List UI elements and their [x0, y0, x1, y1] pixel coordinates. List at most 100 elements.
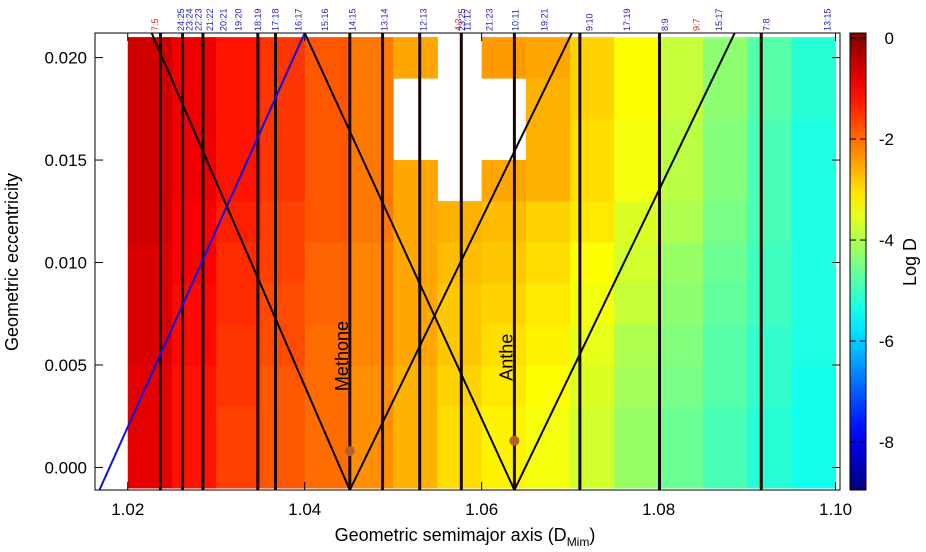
heat-cell: [702, 446, 748, 489]
heat-cell: [437, 405, 483, 448]
resonance-label: 20:21: [218, 8, 228, 31]
plot-area: [98, 33, 837, 490]
resonance-label: 11:12: [463, 9, 473, 31]
heat-cell: [570, 446, 615, 489]
heat-cell: [171, 119, 217, 161]
heat-cell: [702, 242, 748, 284]
heat-cell: [614, 242, 660, 284]
resonance-label: 17:18: [270, 8, 280, 31]
heat-cell: [747, 405, 792, 448]
heat-cell: [216, 201, 261, 243]
resonance-label: 8:9: [660, 18, 670, 31]
colorbar-tick-label: 0: [885, 29, 894, 48]
resonance-label: 4:3: [454, 18, 464, 31]
boundary-line: [303, 33, 736, 490]
heat-cell: [614, 364, 660, 407]
heat-cell: [658, 201, 704, 243]
heat-cell: [525, 324, 571, 366]
heat-cell: [393, 160, 438, 202]
colorbar-tick-label: -8: [879, 433, 894, 452]
heat-cell: [747, 446, 792, 489]
heat-cell: [702, 119, 748, 161]
heat-cell: [304, 119, 350, 161]
moon-point: [509, 435, 520, 446]
heat-cell: [304, 324, 350, 366]
boundary-line: [98, 33, 306, 490]
heat-cell: [747, 242, 792, 284]
heat-cell: [791, 78, 837, 120]
x-tick-label: 1.02: [111, 500, 144, 519]
heat-cell: [393, 242, 438, 284]
colorbar-tick-label: -4: [879, 231, 894, 250]
x-label: Geometric semimajor axis (D: [335, 525, 567, 545]
heat-cell: [702, 201, 748, 243]
heat-cell: [260, 201, 306, 243]
heat-cell: [658, 119, 704, 161]
heat-cell: [747, 37, 792, 79]
resonance-label: 9:7: [692, 18, 702, 31]
colorbar: [849, 32, 867, 491]
heat-cell: [791, 160, 837, 202]
heat-cell: [348, 78, 394, 120]
heat-cell: [791, 201, 837, 243]
y-tick-label: 0.005: [44, 356, 87, 375]
resonance-label: 24:25: [176, 8, 186, 31]
heat-cell: [614, 119, 660, 161]
heat-cell: [525, 201, 571, 243]
heat-cell: [570, 37, 615, 79]
x-tick-label: 1.08: [642, 500, 675, 519]
heat-cell: [614, 324, 660, 366]
heat-cell: [747, 160, 792, 202]
heat-cell: [260, 37, 306, 79]
heat-cell: [747, 201, 792, 243]
heat-cell: [216, 119, 261, 161]
heat-cell: [702, 364, 748, 407]
heat-cell: [348, 446, 394, 489]
resonance-label: 15:17: [714, 8, 724, 31]
resonance-label: 14:15: [347, 8, 357, 31]
heat-cell: [171, 283, 217, 325]
heat-cell: [747, 364, 792, 407]
heat-cell: [525, 242, 571, 284]
heat-cell: [127, 324, 173, 366]
heat-cell: [570, 119, 615, 161]
heat-cell: [304, 160, 350, 202]
heat-cell: [481, 160, 527, 202]
y-axis-title: Geometric eccentricity: [2, 173, 22, 351]
resonance-label: 13:14: [379, 8, 389, 31]
heat-cell: [525, 160, 571, 202]
heat-cell: [260, 78, 306, 120]
heat-cell: [216, 37, 261, 79]
moon-label: Anthe: [496, 334, 516, 381]
heat-cell: [171, 78, 217, 120]
heat-cell: [791, 119, 837, 161]
resonance-label: 7:8: [762, 18, 772, 31]
heat-cell: [393, 405, 438, 448]
heat-cell: [348, 283, 394, 325]
heat-cell: [260, 160, 306, 202]
heat-cell: [171, 446, 217, 489]
heat-cell: [437, 446, 483, 489]
heat-cell: [658, 324, 704, 366]
heat-cell: [260, 283, 306, 325]
heat-cell: [304, 405, 350, 448]
heat-cell: [791, 446, 837, 489]
heat-cell: [658, 242, 704, 284]
heat-cell: [570, 283, 615, 325]
heat-cell: [127, 160, 173, 202]
heat-cell: [525, 405, 571, 448]
heat-cell: [127, 242, 173, 284]
heat-cell: [260, 446, 306, 489]
heat-cell: [791, 405, 837, 448]
heat-cell: [260, 405, 306, 448]
heat-cell: [702, 324, 748, 366]
colorbar-tick-label: -6: [879, 332, 894, 351]
heat-cell: [702, 37, 748, 79]
heat-cell: [525, 119, 571, 161]
resonance-label: 17:19: [622, 8, 632, 31]
heat-cell: [260, 119, 306, 161]
heat-cell: [437, 283, 483, 325]
heat-cell: [304, 242, 350, 284]
heat-cell: [570, 242, 615, 284]
resonance-label: 21:22: [205, 8, 215, 31]
